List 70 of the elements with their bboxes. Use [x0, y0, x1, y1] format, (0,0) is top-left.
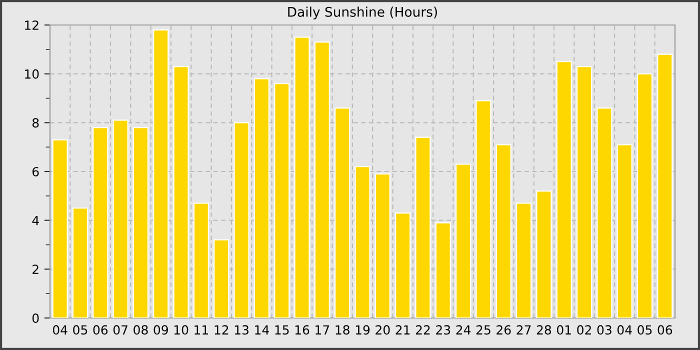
x-tick-label: 28 [536, 325, 552, 335]
x-tick-label: 17 [316, 325, 330, 334]
x-tick-label: 24 [456, 325, 471, 334]
x-tick-label: 12 [214, 325, 228, 334]
bar [354, 166, 370, 318]
bar [214, 239, 230, 318]
bar [52, 139, 68, 318]
x-tick-label: 23 [436, 325, 450, 335]
bar [374, 173, 390, 318]
x-tick-label: 13 [234, 325, 248, 335]
bar [415, 136, 431, 318]
x-tick-label: 10 [174, 325, 188, 335]
bar [112, 120, 128, 318]
bar [132, 126, 149, 318]
bar [193, 202, 210, 318]
y-tick-label: 8 [32, 118, 39, 128]
bar [556, 61, 572, 318]
bar [536, 190, 552, 318]
bar [455, 164, 472, 318]
y-tick-label: 4 [32, 216, 39, 226]
bar [636, 73, 653, 318]
x-tick-label: 06 [93, 325, 108, 335]
y-tick-label: 2 [32, 264, 38, 274]
y-tick-label: 12 [25, 20, 38, 30]
x-tick-label: 07 [113, 325, 128, 335]
bar [334, 107, 350, 318]
bar [274, 83, 290, 318]
bar [314, 42, 330, 318]
y-tick-label: 0 [32, 313, 39, 323]
bar [616, 144, 632, 318]
bar [476, 100, 492, 318]
x-tick-label: 06 [658, 325, 672, 335]
x-tick-label: 19 [356, 325, 370, 335]
x-tick-label: 03 [597, 325, 612, 335]
bar [254, 78, 270, 318]
x-tick-label: 04 [617, 325, 632, 335]
bar [234, 122, 250, 318]
x-tick-label: 18 [336, 325, 350, 335]
bar [153, 29, 169, 318]
x-tick-label: 04 [52, 325, 68, 335]
bar [657, 54, 673, 318]
bar [435, 222, 451, 318]
x-tick-label: 26 [496, 325, 511, 335]
bar [72, 208, 88, 318]
x-tick-label: 01 [556, 325, 571, 335]
x-tick-label: 09 [154, 325, 168, 335]
bar [496, 144, 512, 318]
x-tick-label: 08 [134, 325, 148, 335]
bar [294, 36, 310, 318]
x-tick-label: 25 [476, 325, 490, 335]
bar [173, 66, 189, 318]
x-tick-label: 16 [295, 325, 310, 335]
bar [395, 212, 411, 318]
x-tick-label: 05 [638, 325, 652, 335]
chart-title: Daily Sunshine (Hours) [288, 6, 437, 20]
x-tick-label: 11 [194, 325, 208, 334]
bar [576, 66, 592, 318]
x-tick-label: 21 [396, 325, 410, 334]
bar [516, 202, 532, 318]
bar [596, 107, 612, 318]
x-tick-label: 27 [516, 325, 531, 334]
x-tick-label: 02 [577, 325, 591, 335]
y-tick-label: 6 [32, 166, 39, 176]
x-tick-label: 20 [376, 325, 390, 335]
x-tick-label: 15 [275, 325, 289, 335]
bar [92, 126, 108, 318]
x-tick-label: 14 [255, 325, 269, 334]
x-tick-label: 22 [416, 325, 430, 334]
y-tick-label: 10 [25, 69, 39, 79]
x-tick-label: 05 [73, 325, 88, 335]
